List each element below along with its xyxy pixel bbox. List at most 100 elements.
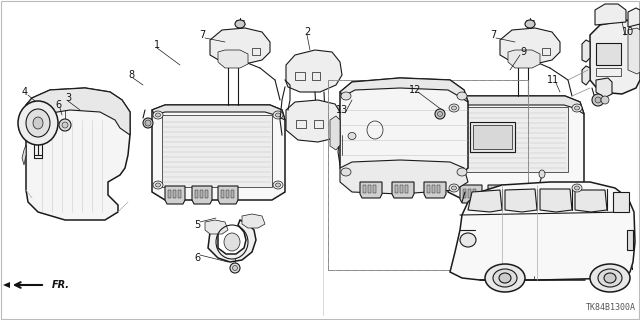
Bar	[328, 80, 528, 270]
Ellipse shape	[26, 109, 50, 137]
Text: 12: 12	[409, 85, 421, 95]
Polygon shape	[26, 88, 130, 220]
Text: 1: 1	[154, 40, 160, 50]
Bar	[252, 48, 260, 55]
Ellipse shape	[595, 97, 601, 103]
Bar	[405, 185, 408, 193]
Bar	[473, 189, 476, 198]
Polygon shape	[340, 78, 468, 184]
Polygon shape	[448, 96, 584, 199]
Bar	[491, 189, 494, 198]
Ellipse shape	[341, 92, 351, 100]
Ellipse shape	[143, 118, 153, 128]
Ellipse shape	[224, 233, 240, 251]
Ellipse shape	[590, 264, 630, 292]
Polygon shape	[500, 28, 560, 64]
Polygon shape	[488, 185, 510, 203]
Text: 5: 5	[194, 220, 200, 230]
Ellipse shape	[572, 184, 582, 192]
Ellipse shape	[18, 101, 58, 145]
Bar	[162, 115, 272, 187]
Bar	[221, 190, 224, 198]
Ellipse shape	[235, 20, 245, 28]
Ellipse shape	[449, 184, 459, 192]
Bar	[200, 190, 203, 198]
Ellipse shape	[539, 170, 545, 178]
Polygon shape	[596, 78, 612, 98]
Polygon shape	[152, 105, 285, 200]
Text: FR.: FR.	[52, 280, 70, 290]
Polygon shape	[448, 96, 584, 114]
Bar	[596, 68, 621, 76]
Ellipse shape	[493, 269, 517, 287]
Ellipse shape	[275, 113, 280, 117]
Bar	[296, 120, 306, 128]
Polygon shape	[360, 182, 382, 198]
Polygon shape	[242, 214, 265, 228]
Text: 6: 6	[55, 100, 61, 110]
Polygon shape	[340, 78, 468, 102]
Bar	[373, 185, 376, 193]
Bar	[432, 185, 435, 193]
Ellipse shape	[485, 264, 525, 292]
Bar	[295, 72, 305, 80]
Bar	[627, 230, 633, 250]
Polygon shape	[590, 20, 640, 94]
Ellipse shape	[457, 168, 467, 176]
Ellipse shape	[598, 269, 622, 287]
Text: 8: 8	[128, 70, 134, 80]
Bar	[529, 189, 532, 198]
Ellipse shape	[451, 186, 456, 190]
Bar	[195, 190, 198, 198]
Bar	[473, 125, 512, 149]
Polygon shape	[424, 182, 446, 198]
Bar	[542, 48, 550, 55]
Text: 7: 7	[199, 30, 205, 40]
Polygon shape	[595, 4, 626, 25]
Text: 10: 10	[622, 27, 634, 37]
Text: 3: 3	[65, 93, 71, 103]
Polygon shape	[628, 28, 640, 74]
Ellipse shape	[156, 183, 161, 187]
Text: 2: 2	[304, 27, 310, 37]
Polygon shape	[205, 220, 228, 234]
Bar	[368, 185, 371, 193]
Bar	[501, 189, 504, 198]
Ellipse shape	[232, 266, 237, 270]
Ellipse shape	[601, 96, 609, 104]
Polygon shape	[286, 50, 342, 92]
Bar	[596, 43, 621, 65]
Ellipse shape	[575, 106, 579, 110]
Ellipse shape	[451, 106, 456, 110]
Ellipse shape	[435, 109, 445, 119]
Ellipse shape	[33, 117, 43, 129]
Bar	[226, 190, 229, 198]
Bar	[314, 120, 323, 128]
Polygon shape	[516, 185, 538, 203]
Bar	[345, 153, 353, 160]
Polygon shape	[286, 100, 342, 142]
Polygon shape	[340, 160, 468, 194]
Bar	[231, 190, 234, 198]
Ellipse shape	[449, 104, 459, 112]
Bar	[363, 185, 366, 193]
Bar	[496, 189, 499, 198]
Bar	[395, 185, 398, 193]
Text: 11: 11	[547, 75, 559, 85]
Polygon shape	[330, 116, 340, 150]
Ellipse shape	[341, 168, 351, 176]
Text: 9: 9	[520, 47, 526, 57]
Bar	[524, 189, 527, 198]
Ellipse shape	[460, 233, 476, 247]
Ellipse shape	[273, 111, 283, 119]
Bar	[613, 192, 629, 212]
Ellipse shape	[499, 273, 511, 283]
Polygon shape	[218, 186, 238, 204]
Bar	[470, 122, 515, 152]
Polygon shape	[192, 186, 212, 204]
Polygon shape	[575, 190, 607, 212]
Ellipse shape	[438, 111, 442, 116]
Polygon shape	[628, 8, 640, 27]
Text: 6: 6	[194, 253, 200, 263]
Polygon shape	[152, 105, 285, 120]
